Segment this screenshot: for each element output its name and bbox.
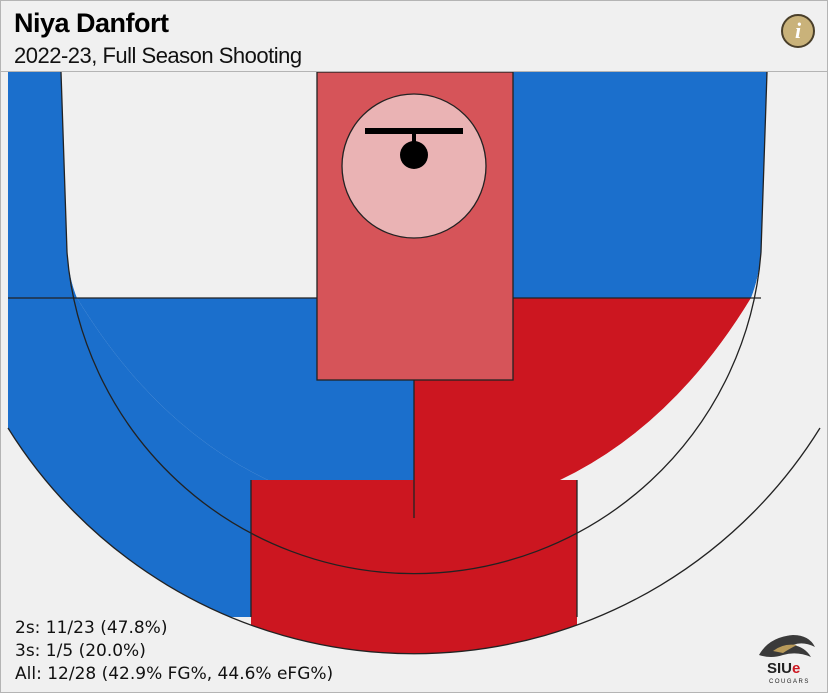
chart-subtitle: 2022-23, Full Season Shooting <box>14 43 302 68</box>
logo-text: SIUe <box>767 660 800 677</box>
threes-stat: 3s: 1/5 (20.0%) <box>15 641 146 661</box>
player-name: Niya Danfort <box>14 8 169 38</box>
zone-left-baseline-mid-range <box>61 72 317 298</box>
season-stats: 2s: 11/23 (47.8%) 3s: 1/5 (20.0%) All: 1… <box>15 617 333 686</box>
all-stat: All: 12/28 (42.9% FG%, 44.6% eFG%) <box>15 664 334 684</box>
chart-header: Niya Danfort 2022-23, Full Season Shooti… <box>1 1 827 72</box>
info-glyph: i <box>794 18 802 43</box>
court-heatmap <box>1 72 827 692</box>
logo-subtext: COUGARS <box>769 679 810 685</box>
zone-right-corner-three <box>751 72 820 298</box>
zone-right-baseline-mid-range <box>513 72 767 298</box>
cougar-logo-icon: SIUe COUGARS <box>759 635 815 685</box>
zone-left-corner-three <box>8 72 77 298</box>
zone-top-of-key-three <box>251 480 577 654</box>
zone-left-wing-mid-range <box>8 298 414 617</box>
zone-right-elbow-mid-range <box>414 298 751 518</box>
basket-icon <box>365 128 463 169</box>
info-icon[interactable]: i <box>781 14 815 48</box>
twos-stat: 2s: 11/23 (47.8%) <box>15 618 168 638</box>
zone-left-elbow-mid-range <box>8 298 414 518</box>
